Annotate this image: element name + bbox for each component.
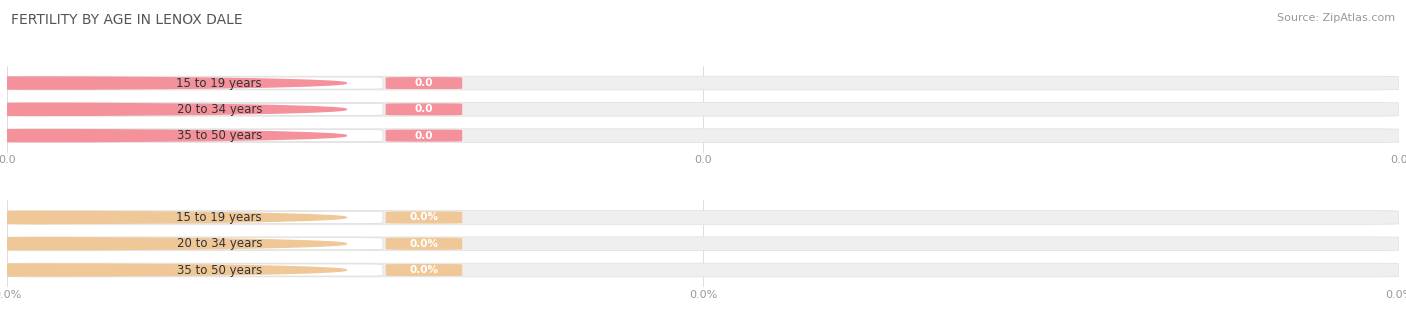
Circle shape: [0, 264, 346, 276]
FancyBboxPatch shape: [385, 212, 463, 223]
Text: 0.0%: 0.0%: [409, 213, 439, 222]
Text: 35 to 50 years: 35 to 50 years: [177, 264, 262, 277]
Text: 20 to 34 years: 20 to 34 years: [177, 237, 262, 250]
FancyBboxPatch shape: [7, 76, 1399, 90]
FancyBboxPatch shape: [28, 103, 382, 116]
FancyBboxPatch shape: [385, 77, 463, 89]
FancyBboxPatch shape: [7, 103, 1399, 116]
FancyBboxPatch shape: [28, 130, 382, 142]
Text: 15 to 19 years: 15 to 19 years: [177, 77, 262, 89]
FancyBboxPatch shape: [385, 264, 463, 276]
FancyBboxPatch shape: [28, 238, 382, 250]
FancyBboxPatch shape: [28, 264, 382, 276]
Circle shape: [0, 77, 346, 89]
FancyBboxPatch shape: [7, 129, 1399, 143]
FancyBboxPatch shape: [7, 211, 1399, 224]
FancyBboxPatch shape: [385, 103, 463, 116]
Circle shape: [0, 212, 346, 223]
Text: 15 to 19 years: 15 to 19 years: [177, 211, 262, 224]
Text: 35 to 50 years: 35 to 50 years: [177, 129, 262, 142]
FancyBboxPatch shape: [28, 212, 382, 223]
FancyBboxPatch shape: [28, 77, 382, 89]
Circle shape: [0, 103, 346, 116]
Circle shape: [0, 130, 346, 142]
Text: FERTILITY BY AGE IN LENOX DALE: FERTILITY BY AGE IN LENOX DALE: [11, 13, 243, 27]
Text: 0.0: 0.0: [415, 131, 433, 141]
FancyBboxPatch shape: [385, 238, 463, 250]
Text: 0.0%: 0.0%: [409, 239, 439, 249]
Circle shape: [0, 238, 346, 250]
FancyBboxPatch shape: [7, 263, 1399, 277]
Text: Source: ZipAtlas.com: Source: ZipAtlas.com: [1277, 13, 1395, 23]
Text: 0.0: 0.0: [415, 104, 433, 115]
Text: 0.0: 0.0: [415, 78, 433, 88]
Text: 0.0%: 0.0%: [409, 265, 439, 275]
Text: 20 to 34 years: 20 to 34 years: [177, 103, 262, 116]
FancyBboxPatch shape: [7, 237, 1399, 250]
FancyBboxPatch shape: [385, 130, 463, 142]
